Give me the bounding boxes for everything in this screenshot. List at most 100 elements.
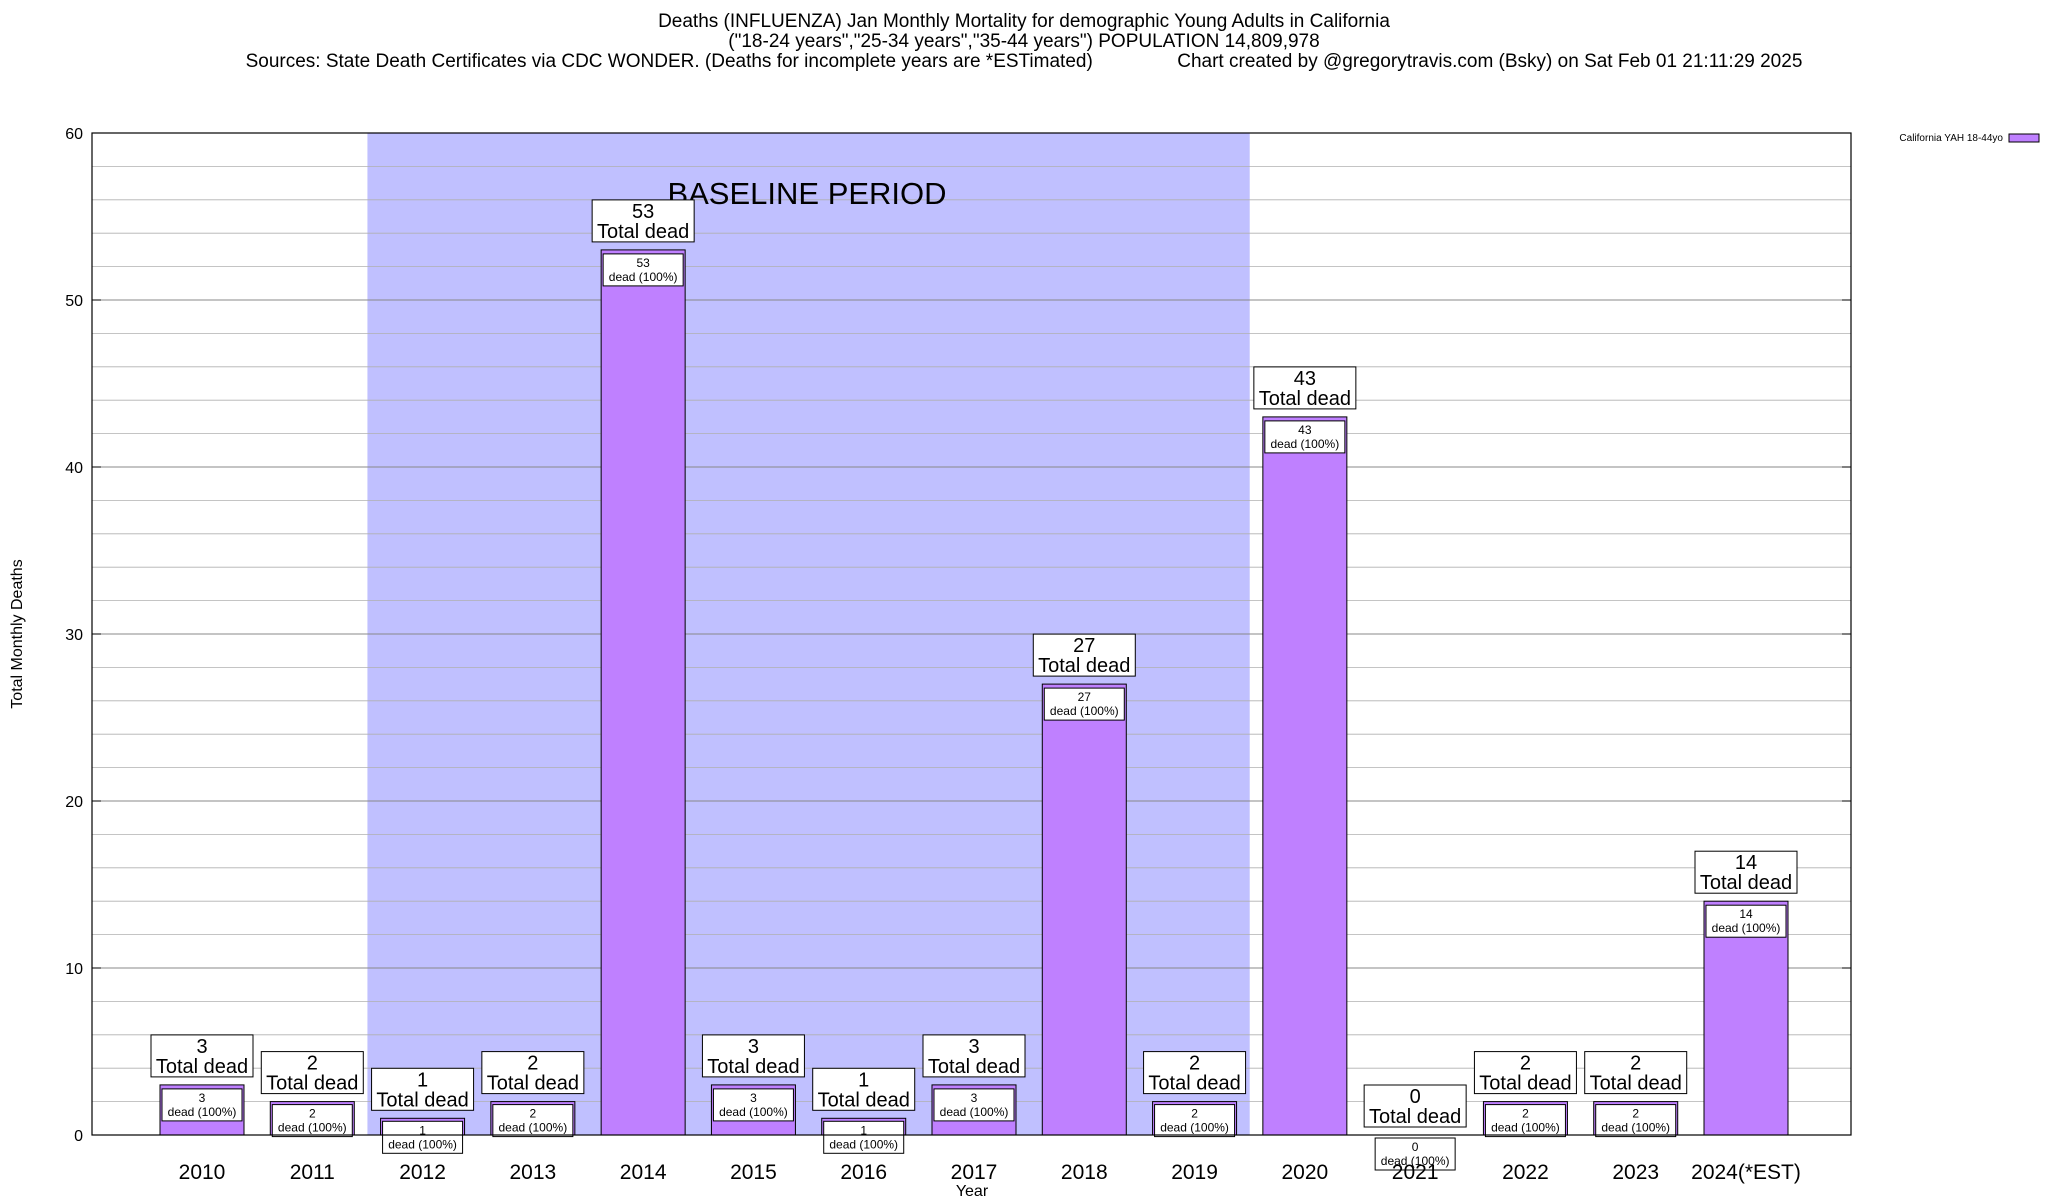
x-tick-label: 2014 xyxy=(620,1161,667,1184)
bar-total-label-value: 2 xyxy=(527,1053,538,1075)
bar-inner-label-pct: dead (100%) xyxy=(498,1121,567,1135)
chart-title-block: Deaths (INFLUENZA) Jan Monthly Mortality… xyxy=(0,12,2048,72)
y-tick-label: 50 xyxy=(65,293,83,310)
bar-total-label-value: 2 xyxy=(1189,1053,1200,1075)
bar xyxy=(1703,900,1789,1136)
bar-total-label-text: Total dead xyxy=(818,1089,910,1111)
bar-total-label-value: 3 xyxy=(748,1036,759,1058)
y-tick-label: 10 xyxy=(65,961,83,978)
bar-total-label-value: 3 xyxy=(196,1036,207,1058)
x-tick-label: 2022 xyxy=(1502,1161,1549,1184)
chart-subtitle: ("18-24 years","25-34 years","35-44 year… xyxy=(728,31,1320,52)
bar-inner-label-box xyxy=(933,1088,1015,1122)
x-tick-label: 2012 xyxy=(399,1161,446,1184)
bar-total-label-value: 2 xyxy=(1520,1053,1531,1075)
bar-total-label-box xyxy=(812,1067,916,1111)
bar-inner-label-box xyxy=(1705,904,1787,938)
y-tick-label: 0 xyxy=(74,1128,83,1145)
bar-inner-label-box xyxy=(823,1120,905,1154)
bar-total-label-text: Total dead xyxy=(376,1089,468,1111)
bar-total-label-value: 2 xyxy=(1630,1053,1641,1075)
bar-inner-label-pct: dead (100%) xyxy=(278,1121,347,1135)
bar-total-label-value: 1 xyxy=(417,1069,428,1091)
bar-total-label-text: Total dead xyxy=(487,1073,579,1095)
y-tick-label: 30 xyxy=(65,627,83,644)
bar-inner-label-count: 14 xyxy=(1739,907,1753,921)
bar-total-label-text: Total dead xyxy=(928,1056,1020,1078)
bar-inner-label-pct: dead (100%) xyxy=(1601,1121,1670,1135)
bar-inner-label-box xyxy=(712,1088,794,1122)
x-tick-label: 2019 xyxy=(1171,1161,1218,1184)
bar-total-label-box xyxy=(481,1051,585,1095)
bar-total-label-box xyxy=(1363,1084,1467,1128)
bar-inner-label-pct: dead (100%) xyxy=(1381,1154,1450,1168)
bar-inner-label-count: 2 xyxy=(1632,1107,1639,1121)
bar-total-label-value: 43 xyxy=(1294,368,1316,390)
bar-total-label-text: Total dead xyxy=(1038,655,1130,677)
bar-inner-label-pct: dead (100%) xyxy=(829,1137,898,1151)
bar-total-label-text: Total dead xyxy=(597,221,689,243)
x-tick-label: 2010 xyxy=(179,1161,226,1184)
bar-inner-label-count: 53 xyxy=(636,256,650,270)
x-tick-label: 2021 xyxy=(1392,1161,1439,1184)
bar-total-label-box xyxy=(701,1034,805,1078)
bar-inner-label-box xyxy=(1154,1104,1236,1138)
y-axis-label: Total Monthly Deaths xyxy=(9,559,26,708)
bar-total-label-text: Total dead xyxy=(1700,872,1792,894)
bar-inner-label-count: 2 xyxy=(1522,1107,1529,1121)
bar-total-label-value: 1 xyxy=(858,1069,869,1091)
bar-inner-label-box xyxy=(1043,687,1125,721)
legend-entry-label: California YAH 18-44yo xyxy=(1899,133,2003,144)
bar-total-label-value: 0 xyxy=(1410,1086,1421,1108)
bar-total-label-value: 3 xyxy=(968,1036,979,1058)
bar-inner-label-box xyxy=(1484,1104,1566,1138)
bar-total-label-value: 27 xyxy=(1073,635,1095,657)
x-tick-label: 2013 xyxy=(509,1161,556,1184)
bar-inner-label-count: 3 xyxy=(199,1091,206,1105)
bar-total-label-value: 2 xyxy=(307,1053,318,1075)
bar-inner-label-count: 1 xyxy=(419,1123,426,1137)
bar-total-label-text: Total dead xyxy=(1369,1106,1461,1128)
x-tick-label: 2015 xyxy=(730,1161,777,1184)
bar-total-label-text: Total dead xyxy=(1259,388,1351,410)
bar xyxy=(600,249,686,1136)
bar-inner-label-count: 1 xyxy=(860,1123,867,1137)
bar-total-label-text: Total dead xyxy=(266,1073,358,1095)
y-tick-label: 60 xyxy=(65,126,83,143)
bar-total-label-box xyxy=(922,1034,1026,1078)
bar-total-label-box xyxy=(591,199,695,243)
bar-inner-label-count: 3 xyxy=(750,1091,757,1105)
bar-inner-label-count: 2 xyxy=(1191,1107,1198,1121)
legend-swatch xyxy=(2008,133,2040,143)
chart-sources: Sources: State Death Certificates via CD… xyxy=(245,51,1803,72)
bar-inner-label-pct: dead (100%) xyxy=(609,270,678,284)
bar-total-label-box xyxy=(371,1067,475,1111)
bar-total-label-box xyxy=(150,1034,254,1078)
baseline-period-label: BASELINE PERIOD xyxy=(667,176,946,211)
bar-inner-label-box xyxy=(161,1088,243,1122)
bar-total-label-box xyxy=(1253,366,1357,410)
x-axis-label: Year xyxy=(956,1183,989,1200)
chart-title: Deaths (INFLUENZA) Jan Monthly Mortality… xyxy=(658,11,1390,32)
bar-inner-label-box xyxy=(1595,1104,1677,1138)
bar-total-label-text: Total dead xyxy=(1590,1073,1682,1095)
bar-total-label-box xyxy=(260,1051,364,1095)
bar-inner-label-pct: dead (100%) xyxy=(1491,1121,1560,1135)
bar-inner-label-pct: dead (100%) xyxy=(168,1105,237,1119)
bar-total-label-value: 53 xyxy=(632,201,654,223)
x-tick-label: 2020 xyxy=(1281,1161,1328,1184)
bar-total-label-box xyxy=(1473,1051,1577,1095)
bar-total-label-text: Total dead xyxy=(1479,1073,1571,1095)
bar-inner-label-count: 2 xyxy=(309,1107,316,1121)
x-tick-label: 2023 xyxy=(1612,1161,1659,1184)
bar-inner-label-box xyxy=(492,1104,574,1138)
bar xyxy=(1041,683,1127,1136)
bar-inner-label-pct: dead (100%) xyxy=(1160,1121,1229,1135)
bar-inner-label-box xyxy=(1374,1137,1456,1171)
bar-total-label-text: Total dead xyxy=(707,1056,799,1078)
bar-inner-label-count: 2 xyxy=(530,1107,537,1121)
bar-inner-label-box xyxy=(602,253,684,287)
bar-inner-label-pct: dead (100%) xyxy=(940,1105,1009,1119)
bar-total-label-box xyxy=(1032,633,1136,677)
